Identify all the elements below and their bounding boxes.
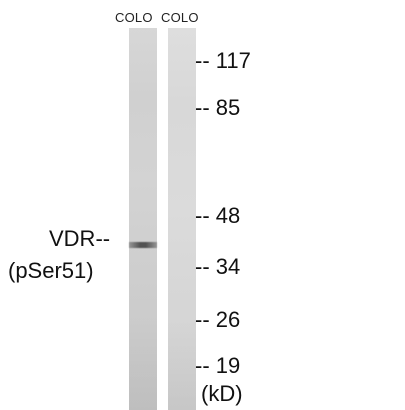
marker-19: -- 19 <box>195 353 241 378</box>
marker-117: -- 117 <box>195 48 251 73</box>
marker-85: -- 85 <box>195 95 241 120</box>
lane-label-1: COLO <box>115 10 153 25</box>
marker-34: -- 34 <box>195 254 241 279</box>
unit-label: (kD) <box>201 381 243 406</box>
marker-26: -- 26 <box>195 307 241 332</box>
band-label: VDR-- <box>49 226 111 251</box>
marker-48: -- 48 <box>195 203 241 228</box>
protein-band <box>129 242 157 248</box>
lane-2 <box>168 28 196 410</box>
lane-label-2: COLO <box>161 10 199 25</box>
band-modification-label: (pSer51) <box>8 258 94 283</box>
lane-1 <box>129 28 157 410</box>
